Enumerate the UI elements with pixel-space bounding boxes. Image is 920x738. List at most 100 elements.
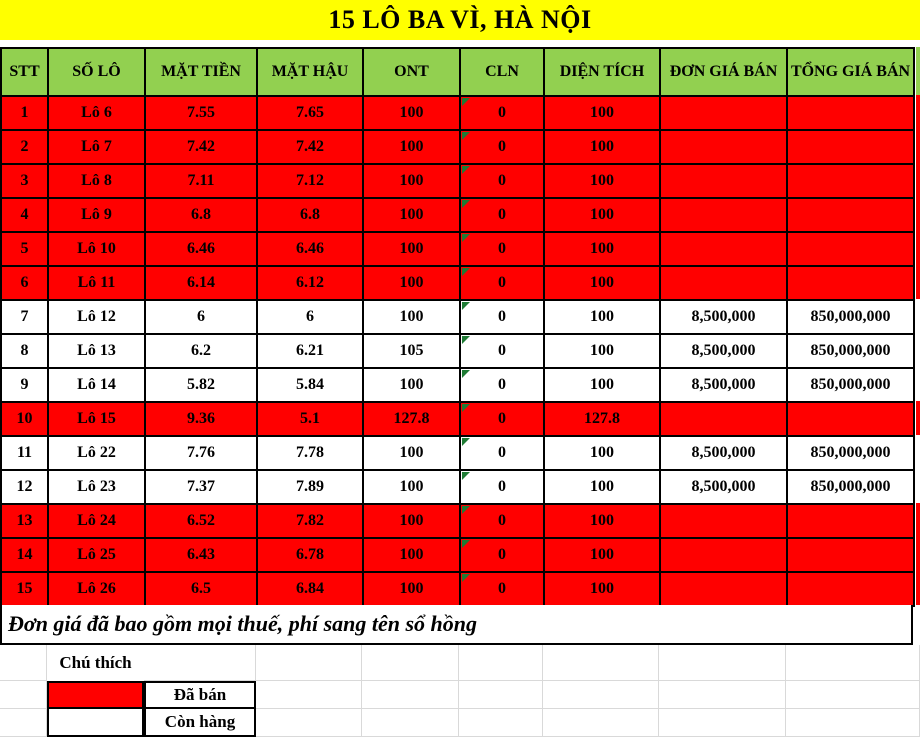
cell[interactable]: Lô 10 — [47, 231, 146, 267]
cell[interactable]: Lô 23 — [47, 469, 146, 505]
cell[interactable]: 0 — [459, 367, 545, 403]
cell[interactable]: Lô 25 — [47, 537, 146, 573]
cell[interactable]: 10 — [0, 401, 49, 437]
cell[interactable] — [786, 231, 915, 267]
cell[interactable]: 7.37 — [144, 469, 258, 505]
cell[interactable]: 100 — [543, 95, 661, 131]
cell[interactable]: Lô 24 — [47, 503, 146, 539]
cell[interactable]: 7.78 — [256, 435, 364, 471]
cell[interactable]: 0 — [459, 95, 545, 131]
cell[interactable] — [659, 265, 788, 301]
cell[interactable]: 8,500,000 — [659, 435, 788, 471]
cell[interactable]: 5 — [0, 231, 49, 267]
cell[interactable] — [786, 129, 915, 165]
cell[interactable] — [659, 503, 788, 539]
cell[interactable]: 6 — [256, 299, 364, 335]
cell[interactable]: 4 — [0, 197, 49, 233]
column-header-7[interactable]: DIỆN TÍCH — [543, 47, 661, 97]
cell[interactable]: Lô 14 — [47, 367, 146, 403]
cell[interactable]: 8,500,000 — [659, 299, 788, 335]
cell[interactable]: 850,000,000 — [786, 469, 915, 505]
cell[interactable]: 100 — [362, 537, 461, 573]
cell[interactable]: 0 — [459, 503, 545, 539]
cell[interactable]: 100 — [543, 333, 661, 369]
column-header-4[interactable]: MẶT HẬU — [256, 47, 364, 97]
cell[interactable]: 850,000,000 — [786, 333, 915, 369]
cell[interactable]: 0 — [459, 401, 545, 437]
cell[interactable]: 9.36 — [144, 401, 258, 437]
cell[interactable]: 127.8 — [362, 401, 461, 437]
cell[interactable]: 11 — [0, 435, 49, 471]
cell[interactable]: 6.12 — [256, 265, 364, 301]
cell[interactable] — [786, 537, 915, 573]
cell[interactable] — [659, 163, 788, 199]
cell[interactable] — [659, 401, 788, 437]
cell[interactable]: Lô 11 — [47, 265, 146, 301]
cell[interactable]: 8,500,000 — [659, 469, 788, 505]
column-header-9[interactable]: TỔNG GIÁ BÁN — [786, 47, 915, 97]
cell[interactable]: 0 — [459, 129, 545, 165]
cell[interactable]: 2 — [0, 129, 49, 165]
cell[interactable]: 0 — [459, 333, 545, 369]
cell[interactable]: 6.84 — [256, 571, 364, 607]
column-header-3[interactable]: MẶT TIỀN — [144, 47, 258, 97]
cell[interactable]: 7 — [0, 299, 49, 335]
cell[interactable]: 14 — [0, 537, 49, 573]
cell[interactable] — [786, 95, 915, 131]
cell[interactable]: Lô 26 — [47, 571, 146, 607]
cell[interactable]: Lô 8 — [47, 163, 146, 199]
cell[interactable]: 100 — [543, 163, 661, 199]
column-header-1[interactable]: STT — [0, 47, 49, 97]
cell[interactable] — [786, 571, 915, 607]
cell[interactable]: 100 — [543, 571, 661, 607]
cell[interactable] — [659, 571, 788, 607]
cell[interactable] — [659, 231, 788, 267]
cell[interactable]: Lô 9 — [47, 197, 146, 233]
cell[interactable]: 6.43 — [144, 537, 258, 573]
cell[interactable]: 7.89 — [256, 469, 364, 505]
cell[interactable]: 0 — [459, 197, 545, 233]
cell[interactable]: 0 — [459, 163, 545, 199]
column-header-5[interactable]: ONT — [362, 47, 461, 97]
cell[interactable]: 6.52 — [144, 503, 258, 539]
cell[interactable]: Lô 15 — [47, 401, 146, 437]
cell[interactable]: 7.42 — [256, 129, 364, 165]
cell[interactable]: 6.8 — [256, 197, 364, 233]
cell[interactable]: 127.8 — [543, 401, 661, 437]
cell[interactable]: 100 — [362, 231, 461, 267]
cell[interactable]: 6 — [0, 265, 49, 301]
cell[interactable]: Lô 6 — [47, 95, 146, 131]
cell[interactable]: 7.42 — [144, 129, 258, 165]
cell[interactable]: 0 — [459, 231, 545, 267]
cell[interactable]: Lô 13 — [47, 333, 146, 369]
cell[interactable]: 100 — [543, 469, 661, 505]
cell[interactable]: 1 — [0, 95, 49, 131]
cell[interactable]: 100 — [543, 299, 661, 335]
cell[interactable]: 850,000,000 — [786, 435, 915, 471]
cell[interactable]: Lô 12 — [47, 299, 146, 335]
cell[interactable]: 5.84 — [256, 367, 364, 403]
cell[interactable]: 100 — [362, 95, 461, 131]
cell[interactable]: 6.46 — [144, 231, 258, 267]
cell[interactable] — [659, 129, 788, 165]
cell[interactable]: 100 — [543, 197, 661, 233]
column-header-8[interactable]: ĐƠN GIÁ BÁN — [659, 47, 788, 97]
cell[interactable]: 9 — [0, 367, 49, 403]
cell[interactable]: 0 — [459, 469, 545, 505]
cell[interactable]: 0 — [459, 299, 545, 335]
cell[interactable]: 7.82 — [256, 503, 364, 539]
cell[interactable]: 6.14 — [144, 265, 258, 301]
cell[interactable]: Lô 7 — [47, 129, 146, 165]
cell[interactable]: 13 — [0, 503, 49, 539]
cell[interactable]: 105 — [362, 333, 461, 369]
cell[interactable]: 100 — [543, 503, 661, 539]
cell[interactable] — [786, 163, 915, 199]
cell[interactable]: 8 — [0, 333, 49, 369]
cell[interactable]: 100 — [362, 367, 461, 403]
cell[interactable]: 100 — [362, 129, 461, 165]
cell[interactable]: 100 — [543, 435, 661, 471]
cell[interactable]: 7.12 — [256, 163, 364, 199]
column-header-2[interactable]: SỐ LÔ — [47, 47, 146, 97]
cell[interactable]: 100 — [543, 129, 661, 165]
cell[interactable]: 5.1 — [256, 401, 364, 437]
